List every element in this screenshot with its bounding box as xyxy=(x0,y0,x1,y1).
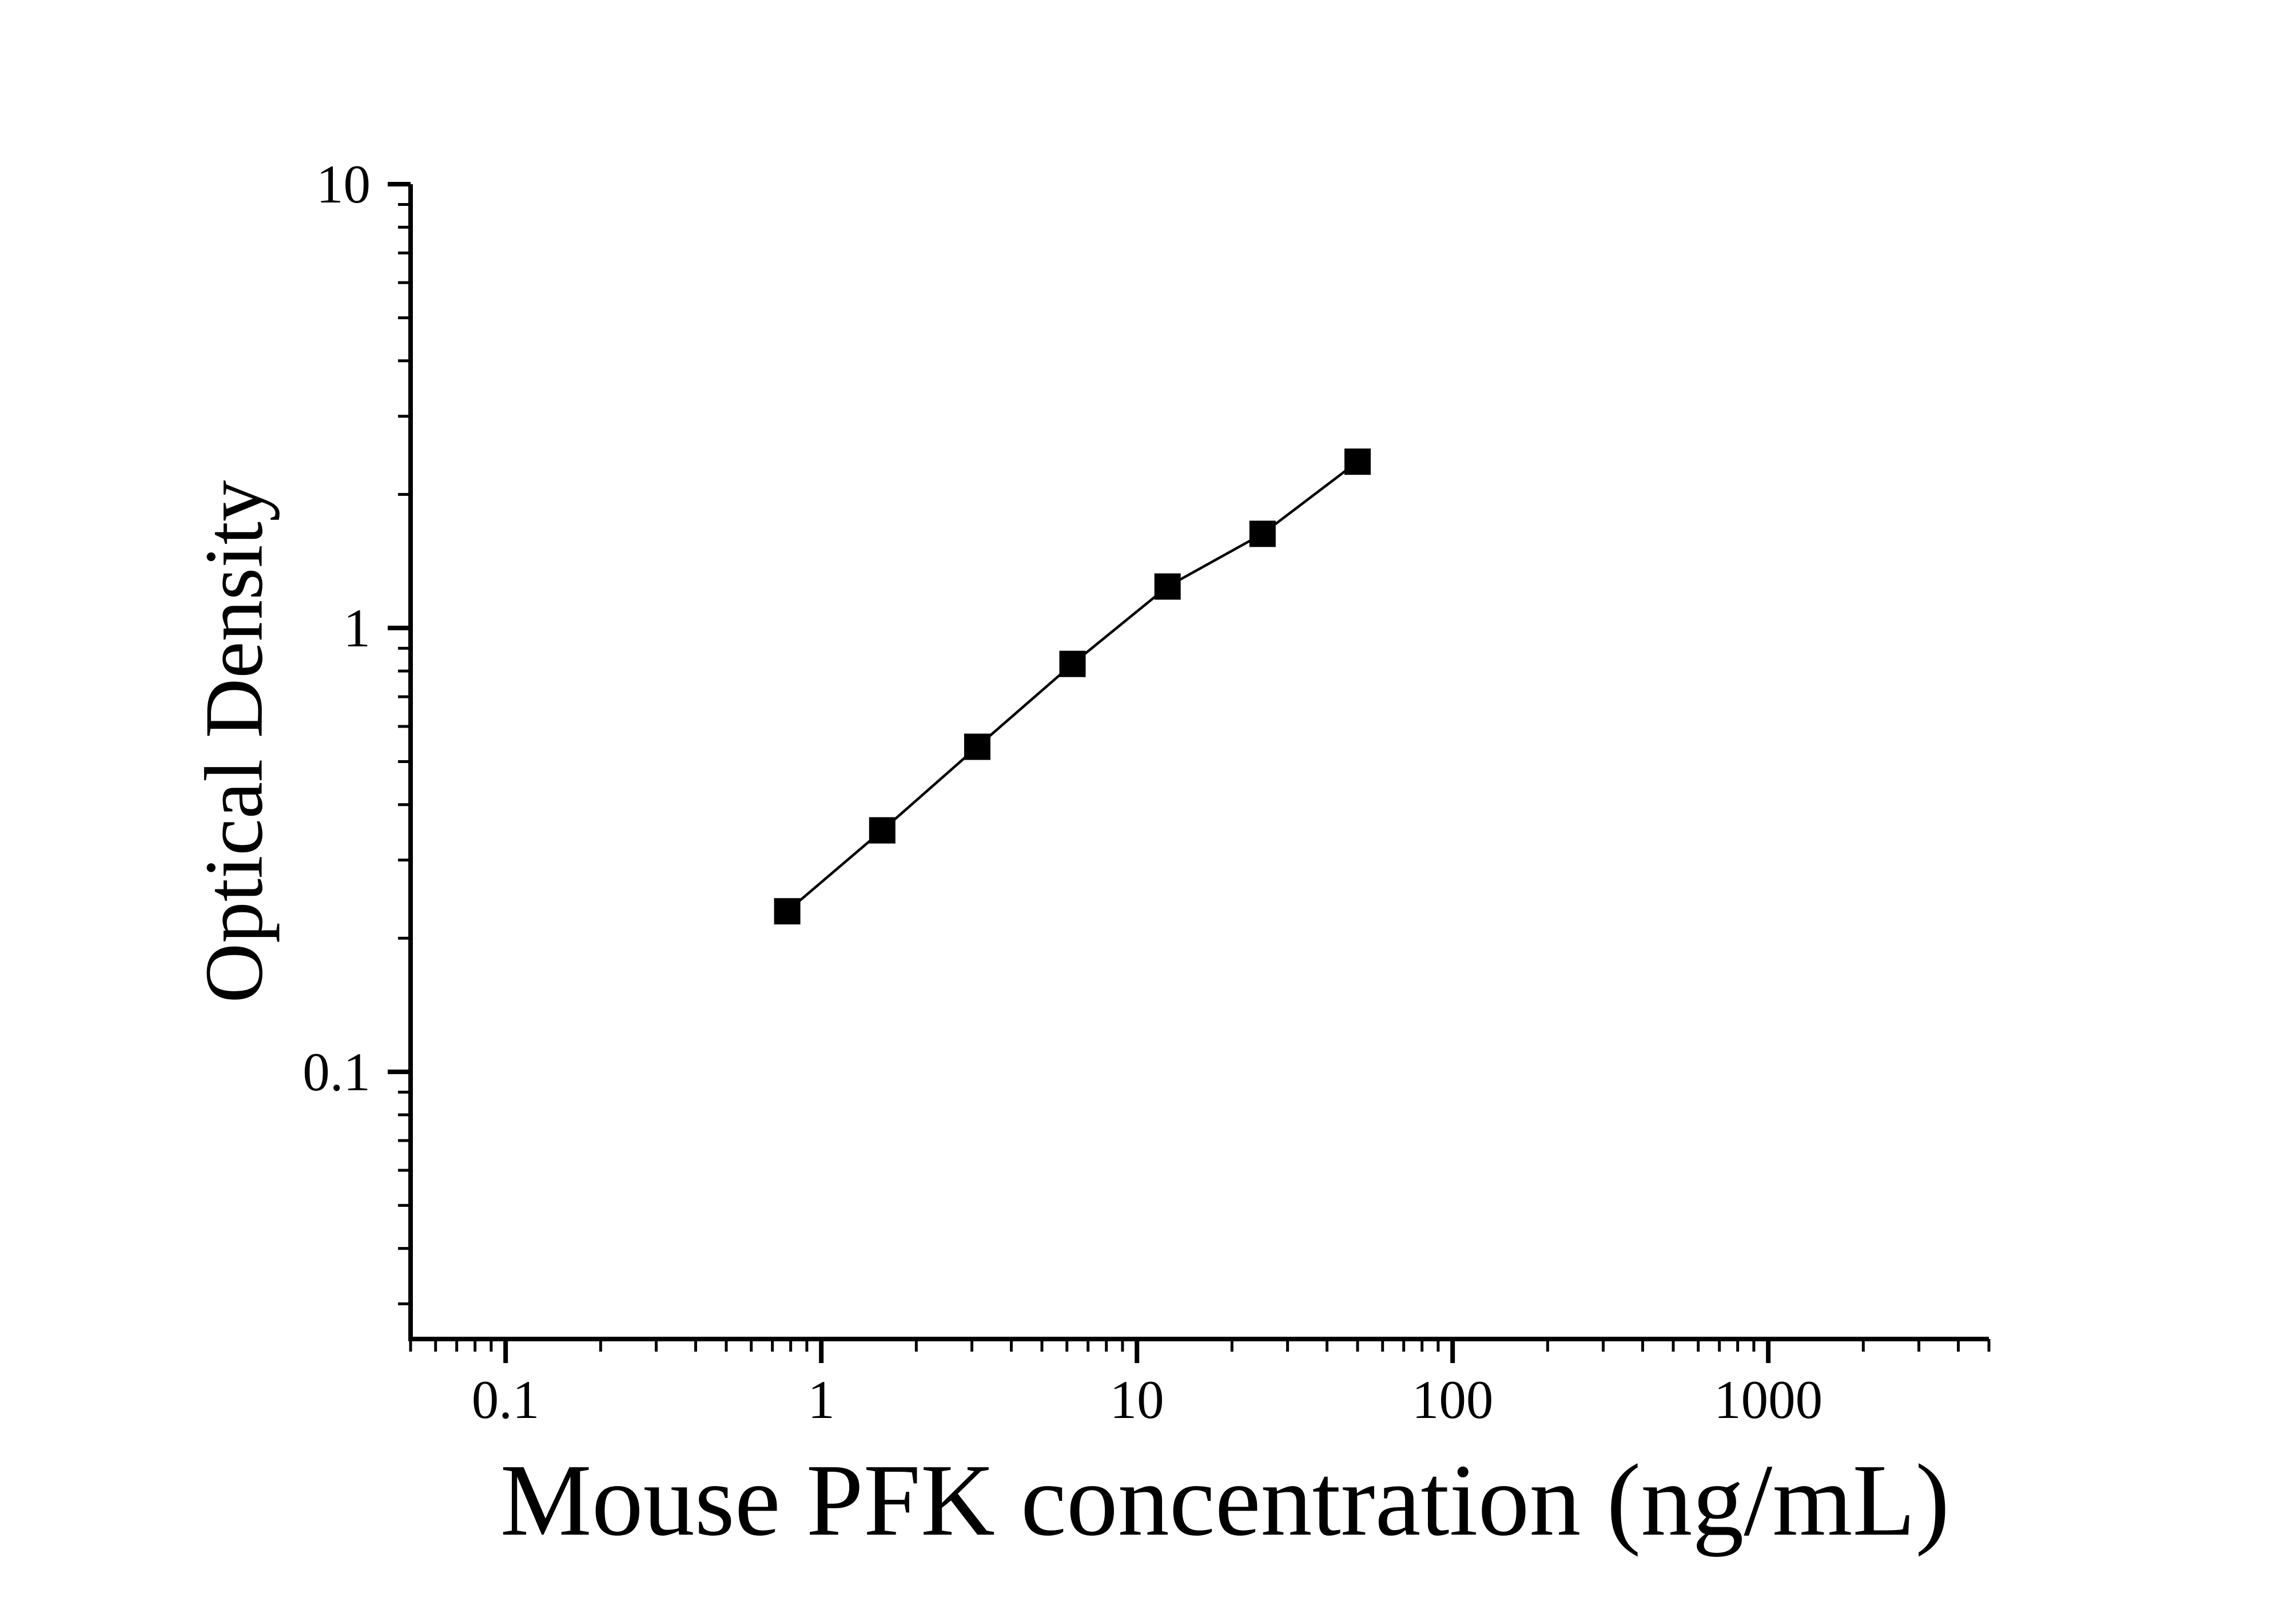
data-markers xyxy=(774,448,1371,925)
x-tick-label-1000: 1000 xyxy=(1714,1369,1823,1430)
y-axis-title: Optical Density xyxy=(188,480,280,1003)
data-point-marker xyxy=(1249,521,1276,547)
x-tick-label-100: 100 xyxy=(1411,1369,1494,1430)
x-axis-title: Mouse PFK concentration (ng/mL) xyxy=(500,1443,1950,1557)
data-point-marker xyxy=(1344,448,1371,475)
data-point-marker xyxy=(1154,573,1181,600)
data-point-marker xyxy=(1059,650,1086,677)
axes-lines xyxy=(408,184,1989,1341)
data-point-marker xyxy=(964,733,990,760)
x-major-ticks xyxy=(503,1339,1771,1363)
data-point-marker xyxy=(869,817,896,844)
data-point-marker xyxy=(774,898,801,925)
y-major-ticks xyxy=(388,182,411,1074)
x-tick-label-10: 10 xyxy=(1109,1369,1164,1430)
x-tick-label-1: 1 xyxy=(807,1369,835,1430)
x-tick-label-0p1: 0.1 xyxy=(471,1369,540,1430)
y-tick-label-1: 1 xyxy=(343,597,371,658)
y-tick-label-10: 10 xyxy=(316,154,371,214)
y-tick-label-0p1: 0.1 xyxy=(303,1041,371,1102)
